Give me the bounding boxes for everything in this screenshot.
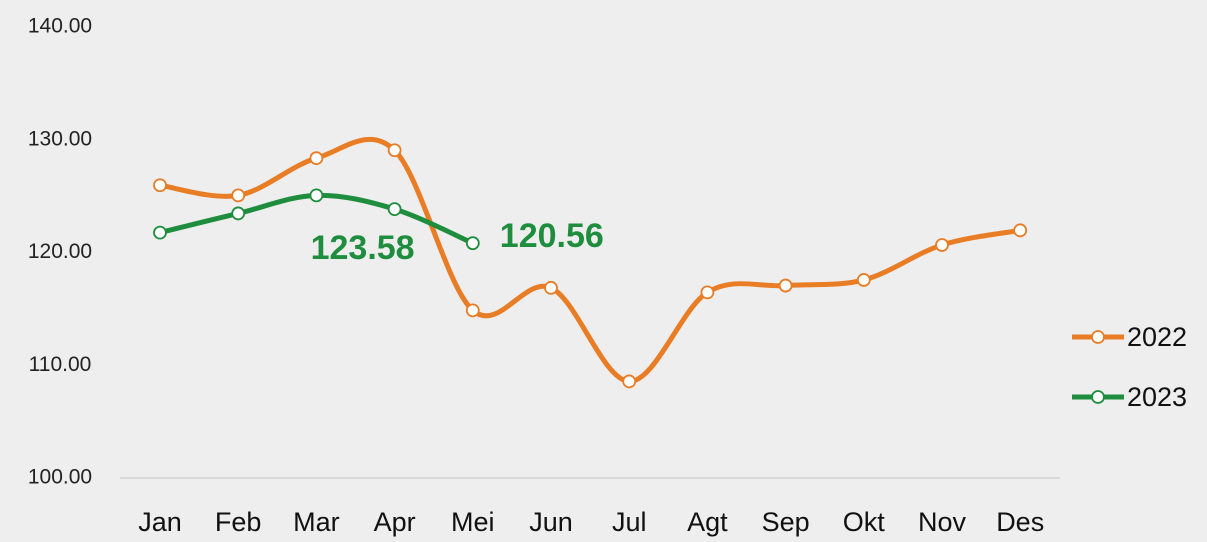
data-point	[465, 236, 480, 251]
y-tick-label: 140.00	[28, 15, 92, 38]
data-point	[622, 374, 637, 389]
x-tick-label: Jul	[612, 507, 647, 537]
x-tick-label: Mei	[451, 507, 495, 537]
y-tick-label: 120.00	[28, 240, 92, 263]
legend-marker	[1091, 330, 1105, 344]
y-tick-label: 100.00	[28, 466, 92, 489]
data-point	[935, 238, 949, 252]
x-tick-label: Apr	[374, 507, 416, 537]
data-point	[231, 188, 246, 203]
data-point	[387, 202, 402, 217]
y-tick-label: 110.00	[29, 353, 92, 376]
legend-label: 2022	[1127, 322, 1187, 352]
x-tick-label: Mar	[293, 507, 340, 537]
data-point	[231, 206, 246, 221]
data-point	[465, 303, 480, 318]
x-tick-label: Jun	[529, 507, 573, 537]
x-tick-label: Feb	[215, 507, 262, 537]
data-label: 120.56	[500, 217, 604, 255]
data-point	[153, 178, 167, 193]
data-point	[309, 188, 324, 203]
legend-label: 2023	[1127, 382, 1187, 412]
data-point	[856, 273, 871, 287]
data-point	[544, 280, 558, 295]
y-tick-label: 130.00	[28, 127, 92, 150]
data-label: 123.58	[311, 229, 415, 267]
x-tick-label: Nov	[918, 507, 967, 537]
data-point	[700, 285, 715, 300]
data-point	[387, 143, 402, 158]
series-line	[157, 137, 1023, 384]
x-tick-label: Sep	[762, 507, 810, 537]
x-tick-label: Des	[996, 507, 1044, 537]
x-tick-label: Okt	[843, 507, 886, 537]
data-point	[1013, 223, 1028, 238]
data-point	[778, 278, 793, 293]
x-tick-label: Agt	[687, 507, 728, 537]
data-point	[309, 151, 324, 166]
legend-marker	[1091, 390, 1105, 404]
data-point	[153, 225, 167, 240]
x-tick-label: Jan	[138, 507, 182, 537]
